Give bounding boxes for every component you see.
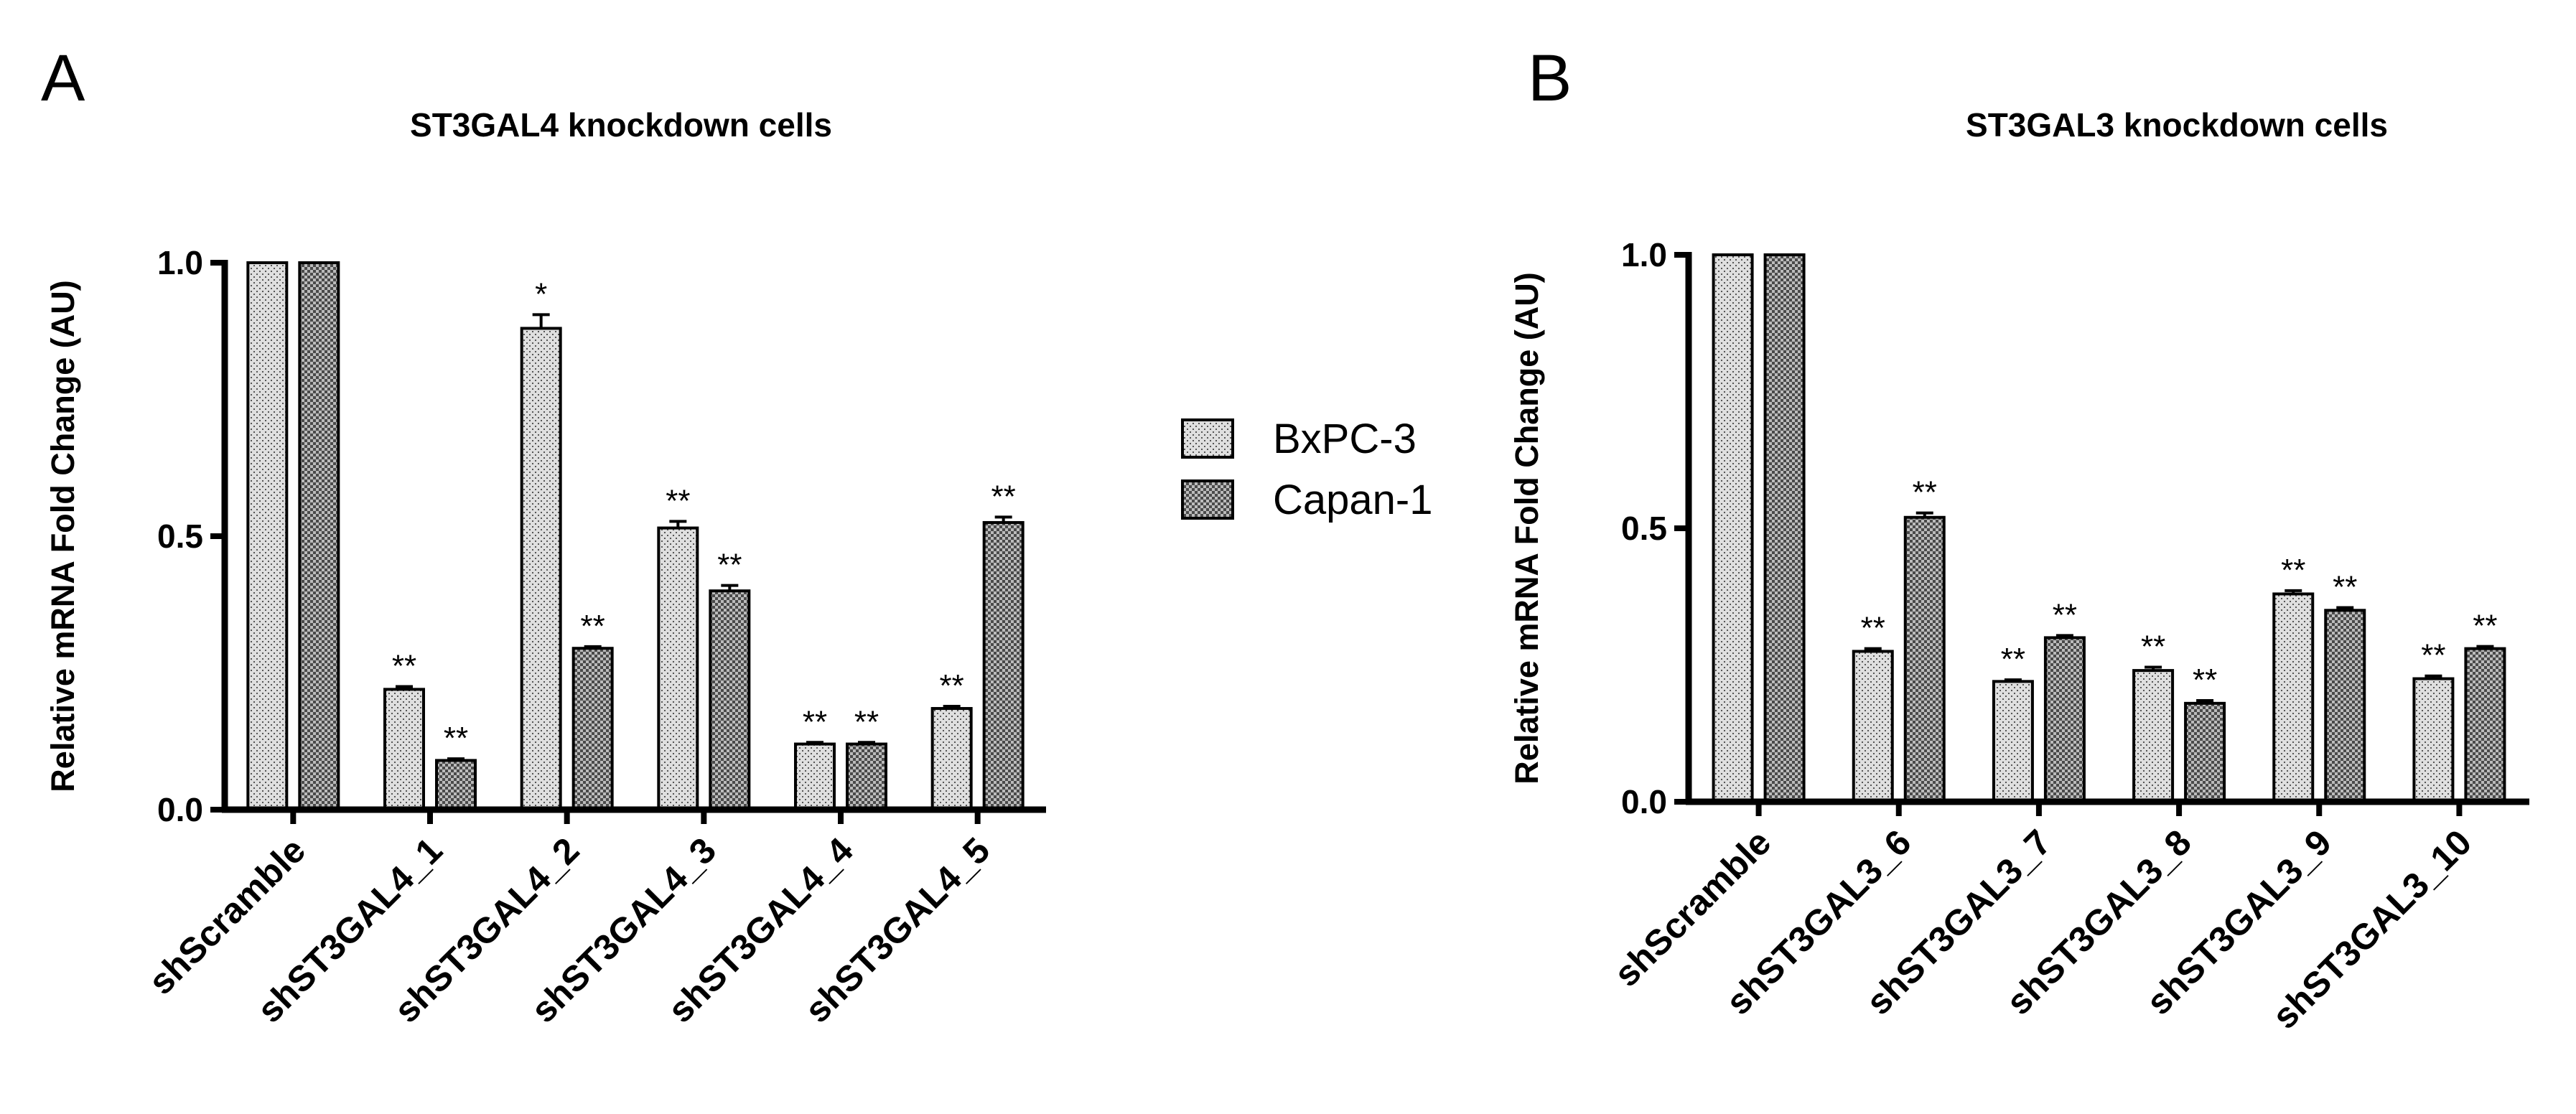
error-bar bbox=[2285, 589, 2302, 594]
significance-label: ** bbox=[1861, 611, 1885, 646]
error-bar bbox=[584, 645, 602, 649]
bar bbox=[2272, 592, 2315, 803]
y-axis-label: Relative mRNA Fold Change (AU) bbox=[45, 280, 81, 792]
legend-swatch bbox=[1181, 479, 1234, 520]
error-bar bbox=[669, 520, 687, 528]
significance-label: ** bbox=[581, 609, 605, 644]
bar bbox=[246, 261, 289, 811]
error-bar bbox=[994, 515, 1012, 523]
error-bar bbox=[943, 704, 961, 709]
significance-label: ** bbox=[940, 668, 964, 703]
bar bbox=[982, 520, 1025, 811]
significance-label: ** bbox=[392, 649, 416, 684]
bar bbox=[2412, 677, 2455, 803]
bar bbox=[1903, 515, 1946, 803]
bar bbox=[709, 589, 751, 811]
bar bbox=[520, 327, 562, 811]
significance-label: ** bbox=[2281, 553, 2305, 588]
y-tick-label: 0.0 bbox=[157, 791, 203, 828]
bar bbox=[1852, 650, 1894, 804]
error-bar bbox=[2004, 678, 2022, 682]
error-bar bbox=[447, 757, 465, 761]
bar bbox=[571, 647, 614, 812]
significance-label: ** bbox=[717, 548, 742, 583]
y-tick-label: 0.0 bbox=[1621, 783, 1667, 820]
significance-label: ** bbox=[2421, 638, 2445, 673]
significance-label: ** bbox=[991, 479, 1016, 514]
legend-swatch bbox=[1181, 418, 1234, 459]
bar bbox=[383, 688, 425, 811]
error-bar bbox=[1915, 511, 1933, 518]
significance-label: ** bbox=[2473, 609, 2497, 644]
legend-label: Capan-1 bbox=[1273, 477, 1432, 523]
significance-label: ** bbox=[2001, 642, 2025, 677]
bar bbox=[2184, 701, 2226, 804]
y-axis-label: Relative mRNA Fold Change (AU) bbox=[1508, 272, 1545, 784]
chart-title: ST3GAL3 knockdown cells bbox=[1966, 106, 2388, 144]
error-bar bbox=[2196, 699, 2214, 703]
error-bar bbox=[806, 741, 823, 744]
y-tick-label: 1.0 bbox=[157, 244, 203, 281]
error-bar bbox=[721, 584, 739, 591]
significance-label: * bbox=[535, 276, 547, 312]
significance-label: ** bbox=[666, 483, 690, 518]
error-bar bbox=[858, 741, 875, 744]
chart-title: ST3GAL4 knockdown cells bbox=[410, 106, 832, 144]
bar bbox=[1763, 253, 1806, 803]
significance-label: ** bbox=[803, 704, 827, 739]
bar bbox=[2132, 669, 2175, 803]
bar bbox=[435, 759, 477, 812]
bar bbox=[2324, 609, 2366, 803]
bar bbox=[1712, 253, 1754, 803]
error-bar bbox=[2425, 674, 2442, 679]
error-bar bbox=[396, 685, 413, 690]
bar bbox=[846, 742, 887, 812]
error-bar bbox=[2145, 665, 2162, 671]
error-bar bbox=[2055, 634, 2073, 638]
error-bar bbox=[2336, 606, 2354, 611]
bar bbox=[930, 707, 973, 812]
panel-label: A bbox=[41, 42, 85, 115]
significance-label: ** bbox=[2141, 629, 2165, 665]
error-bar bbox=[2476, 645, 2494, 649]
significance-label: ** bbox=[2053, 597, 2077, 632]
bar bbox=[2043, 636, 2086, 804]
bar bbox=[298, 261, 340, 811]
significance-label: ** bbox=[444, 721, 468, 756]
legend-label: BxPC-3 bbox=[1273, 416, 1417, 462]
bar bbox=[657, 526, 699, 811]
y-tick-label: 0.5 bbox=[157, 518, 203, 555]
panel-label: B bbox=[1528, 42, 1572, 115]
bar bbox=[794, 742, 836, 812]
error-bar bbox=[1864, 647, 1882, 652]
significance-label: ** bbox=[1913, 475, 1937, 510]
significance-label: ** bbox=[2333, 569, 2357, 604]
y-tick-label: 0.5 bbox=[1621, 510, 1667, 547]
significance-label: ** bbox=[854, 704, 879, 739]
y-tick-label: 1.0 bbox=[1621, 236, 1667, 273]
bar bbox=[2464, 647, 2506, 804]
significance-label: ** bbox=[2193, 663, 2217, 698]
bar bbox=[1992, 680, 2034, 803]
error-bar bbox=[532, 313, 550, 329]
